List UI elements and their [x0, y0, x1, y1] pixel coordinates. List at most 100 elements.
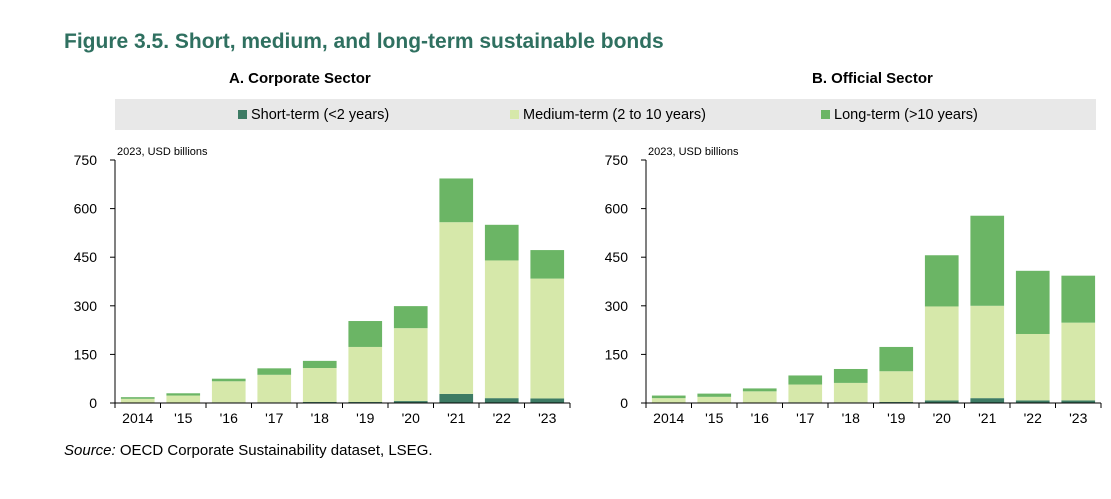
unit-note: 2023, USD billions	[648, 146, 739, 158]
legend-item-long-term: Long-term (>10 years)	[821, 99, 978, 130]
y-tick-label: 150	[605, 346, 629, 362]
x-tick-label: '21	[447, 410, 465, 426]
x-tick-label: '22	[1024, 410, 1042, 426]
bar-short-term-7	[970, 398, 1005, 403]
bar-short-term-9	[1061, 400, 1096, 403]
bar-short-term-8	[484, 398, 519, 403]
x-tick-label: '16	[751, 410, 769, 426]
y-tick-label: 450	[74, 249, 98, 265]
bar-long-term-6	[924, 255, 959, 307]
y-tick-label: 300	[605, 298, 629, 314]
bar-long-term-3	[257, 368, 292, 375]
bar-long-term-5	[879, 346, 914, 372]
x-tick-label: '17	[796, 410, 814, 426]
bar-medium-term-5	[879, 371, 914, 403]
bar-long-term-0	[120, 397, 155, 399]
bar-long-term-8	[484, 224, 519, 261]
x-tick-label: '15	[705, 410, 723, 426]
bar-long-term-3	[788, 375, 823, 385]
x-tick-label: '17	[265, 410, 283, 426]
y-tick-label: 150	[74, 346, 98, 362]
chart-legend: Short-term (<2 years) Medium-term (2 to …	[115, 99, 1096, 130]
bar-long-term-7	[970, 215, 1005, 306]
bar-medium-term-4	[833, 382, 868, 403]
y-tick-label: 0	[89, 395, 97, 411]
bar-medium-term-9	[1061, 322, 1096, 401]
source-text: OECD Corporate Sustainability dataset, L…	[119, 442, 433, 459]
bar-medium-term-8	[1015, 333, 1050, 401]
bar-long-term-1	[166, 393, 201, 396]
bar-short-term-9	[530, 398, 565, 403]
x-tick-label: '20	[933, 410, 951, 426]
corporate-sector-chart: 0 150 300 450 600 750 2023, USD billions 2014 '1…	[74, 146, 571, 426]
x-tick-label: '15	[174, 410, 192, 426]
bar-long-term-1	[697, 393, 732, 397]
bar-medium-term-1	[166, 395, 201, 403]
bar-short-term-6	[393, 401, 428, 403]
bar-long-term-0	[651, 395, 686, 399]
x-tick-label: '19	[887, 410, 905, 426]
x-tick-label: 2014	[653, 410, 684, 426]
bar-long-term-5	[348, 321, 383, 347]
legend-swatch-short-term	[238, 110, 247, 119]
legend-label-medium-term: Medium-term (2 to 10 years)	[523, 106, 706, 123]
panel-title-official: B. Official Sector	[812, 70, 933, 87]
official-sector-chart: 0 150 300 450 600 750 2023, USD billions 2014 '1…	[605, 146, 1102, 426]
bar-short-term-8	[1015, 400, 1050, 403]
bar-long-term-4	[302, 360, 337, 369]
x-tick-label: '18	[842, 410, 860, 426]
x-tick-label: '16	[220, 410, 238, 426]
x-tick-label: '23	[538, 410, 556, 426]
legend-item-short-term: Short-term (<2 years)	[238, 99, 389, 130]
legend-item-medium-term: Medium-term (2 to 10 years)	[510, 99, 706, 130]
legend-label-short-term: Short-term (<2 years)	[251, 106, 390, 123]
panel-title-corporate: A. Corporate Sector	[229, 70, 371, 87]
y-tick-label: 750	[605, 152, 629, 168]
bar-long-term-7	[439, 178, 474, 223]
x-tick-label: '20	[402, 410, 420, 426]
bar-medium-term-6	[924, 306, 959, 401]
bar-short-term-6	[924, 400, 959, 403]
bar-medium-term-6	[393, 328, 428, 402]
bar-long-term-2	[742, 388, 777, 392]
figure-title: Figure 3.5. Short, medium, and long-term…	[64, 30, 664, 53]
x-tick-label: '19	[356, 410, 374, 426]
x-tick-label: '23	[1069, 410, 1087, 426]
bar-short-term-7	[439, 393, 474, 403]
unit-note: 2023, USD billions	[117, 146, 208, 158]
x-tick-label: 2014	[122, 410, 153, 426]
y-tick-label: 300	[74, 298, 98, 314]
bar-medium-term-5	[348, 346, 383, 403]
bar-long-term-4	[833, 368, 868, 383]
legend-swatch-medium-term	[510, 110, 519, 119]
bar-medium-term-3	[788, 384, 823, 403]
bar-medium-term-4	[302, 368, 337, 403]
bar-long-term-8	[1015, 270, 1050, 334]
y-tick-label: 0	[620, 395, 628, 411]
bar-medium-term-9	[530, 278, 565, 399]
x-tick-label: '22	[493, 410, 511, 426]
bar-medium-term-7	[439, 222, 474, 394]
legend-label-long-term: Long-term (>10 years)	[834, 106, 978, 123]
bar-medium-term-0	[651, 398, 686, 403]
bar-long-term-6	[393, 306, 428, 329]
bar-medium-term-8	[484, 260, 519, 399]
source-note: Source: OECD Corporate Sustainability da…	[64, 442, 433, 459]
source-prefix: Source:	[64, 442, 116, 459]
x-tick-label: '21	[978, 410, 996, 426]
bar-long-term-2	[211, 378, 246, 382]
y-tick-label: 600	[74, 201, 98, 217]
y-tick-label: 600	[605, 201, 629, 217]
bar-medium-term-2	[742, 391, 777, 403]
y-tick-label: 750	[74, 152, 98, 168]
y-tick-label: 450	[605, 249, 629, 265]
bar-long-term-9	[1061, 275, 1096, 323]
bar-medium-term-2	[211, 381, 246, 403]
bar-long-term-9	[530, 250, 565, 279]
x-tick-label: '18	[311, 410, 329, 426]
bar-medium-term-1	[697, 396, 732, 403]
legend-swatch-long-term	[821, 110, 830, 119]
bar-medium-term-3	[257, 374, 292, 403]
bar-medium-term-0	[120, 398, 155, 403]
bar-medium-term-7	[970, 305, 1005, 399]
